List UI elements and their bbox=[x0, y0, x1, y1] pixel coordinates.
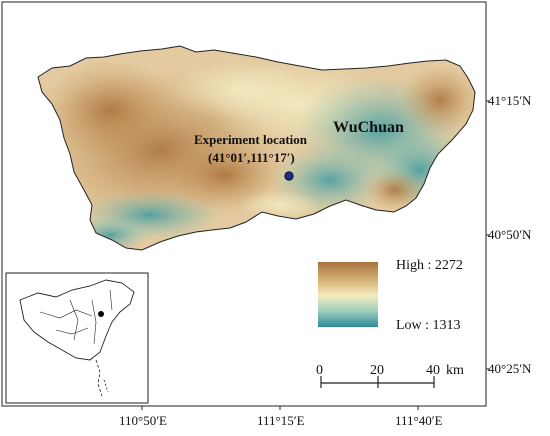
place-name: WuChuan bbox=[333, 119, 404, 136]
experiment-coords: (41°01′,111°17′) bbox=[208, 150, 295, 165]
legend-low: Low : 1313 bbox=[396, 318, 461, 333]
lat-label-3: 40°25′N bbox=[488, 361, 532, 376]
scale-unit: km bbox=[446, 363, 464, 378]
scale-tick-0: 0 bbox=[316, 363, 323, 378]
lon-label-1: 110°50′E bbox=[119, 413, 168, 428]
lon-label-2: 111°15′E bbox=[257, 413, 305, 428]
legend-high: High : 2272 bbox=[396, 258, 463, 273]
lon-label-3: 111°40′E bbox=[395, 413, 443, 428]
inset-map bbox=[5, 272, 149, 404]
legend-color-ramp bbox=[318, 262, 378, 327]
scale-tick-40: 40 bbox=[426, 363, 440, 378]
lat-label-1: 41°15′N bbox=[488, 93, 532, 108]
experiment-marker bbox=[284, 171, 294, 181]
region-boundary bbox=[37, 45, 476, 251]
scale-tick-20: 20 bbox=[370, 363, 384, 378]
lat-label-2: 40°50′N bbox=[488, 227, 532, 242]
scale-bar bbox=[320, 376, 435, 388]
experiment-title: Experiment location bbox=[194, 132, 308, 147]
